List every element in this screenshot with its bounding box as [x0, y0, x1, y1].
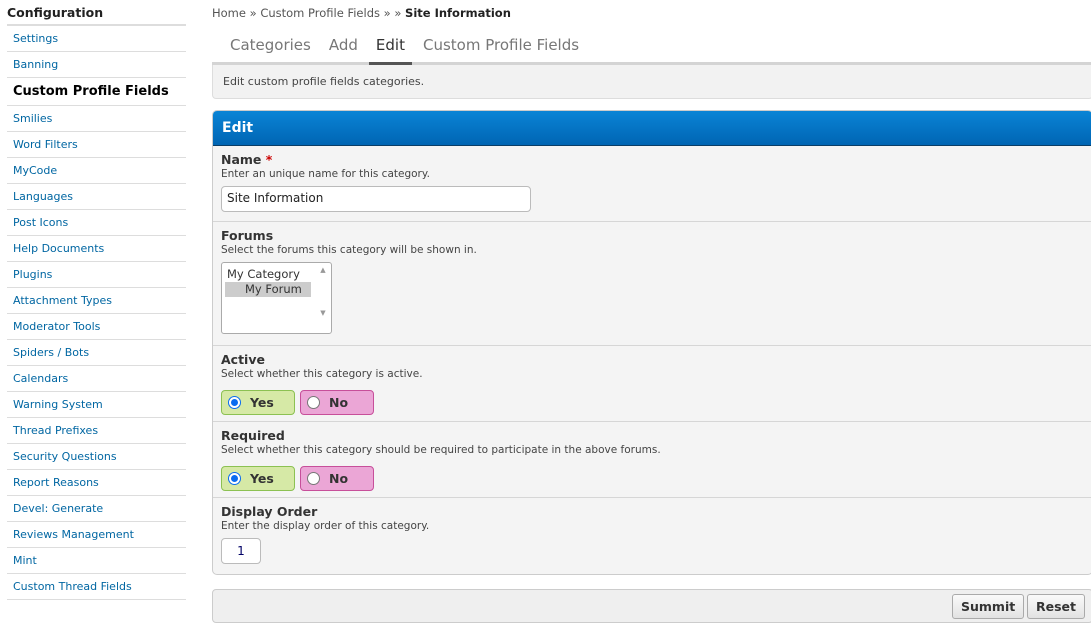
- sidebar-item-calendars[interactable]: Calendars: [7, 366, 186, 392]
- radio-label: Yes: [250, 471, 274, 486]
- button-bar: Summit Reset: [212, 589, 1091, 623]
- sidebar-item-languages[interactable]: Languages: [7, 184, 186, 210]
- forum-option-selected[interactable]: My Forum: [225, 282, 311, 297]
- sidebar-item-attachment-types[interactable]: Attachment Types: [7, 288, 186, 314]
- required-no-radio[interactable]: No: [300, 466, 374, 491]
- sidebar-item-mycode[interactable]: MyCode: [7, 158, 186, 184]
- sidebar-item-post-icons[interactable]: Post Icons: [7, 210, 186, 236]
- sidebar: Configuration Settings Banning Custom Prof…: [7, 0, 186, 600]
- breadcrumb: Home » Custom Profile Fields » » Site In…: [212, 6, 511, 20]
- submit-button[interactable]: Summit: [952, 594, 1025, 619]
- sidebar-item-devel-generate[interactable]: Devel: Generate: [7, 496, 186, 522]
- sidebar-item-reviews-management[interactable]: Reviews Management: [7, 522, 186, 548]
- name-row: Name * Enter an unique name for this cat…: [213, 146, 1091, 222]
- forums-multiselect[interactable]: My Category My Forum ▲ ▼: [221, 262, 332, 334]
- reset-button[interactable]: Reset: [1027, 594, 1085, 619]
- sidebar-item-settings[interactable]: Settings: [7, 26, 186, 52]
- sidebar-item-word-filters[interactable]: Word Filters: [7, 132, 186, 158]
- forum-option[interactable]: My Category: [227, 267, 300, 281]
- required-row: Required Select whether this category sh…: [213, 422, 1091, 498]
- radio-label: No: [329, 395, 349, 410]
- active-label: Active: [221, 352, 265, 367]
- sidebar-item-security-questions[interactable]: Security Questions: [7, 444, 186, 470]
- tab-bar: Categories Add Edit Custom Profile Field…: [212, 33, 1091, 65]
- required-mark: *: [265, 152, 273, 167]
- display-order-label: Display Order: [221, 504, 318, 519]
- radio-label: Yes: [250, 395, 274, 410]
- sidebar-item-smilies[interactable]: Smilies: [7, 106, 186, 132]
- sidebar-item-report-reasons[interactable]: Report Reasons: [7, 470, 186, 496]
- sidebar-item-banning[interactable]: Banning: [7, 52, 186, 78]
- breadcrumb-separator: »: [249, 6, 257, 20]
- panel-title: Edit: [213, 111, 1091, 146]
- sidebar-item-spiders-bots[interactable]: Spiders / Bots: [7, 340, 186, 366]
- active-no-radio[interactable]: No: [300, 390, 374, 415]
- sidebar-item-help-documents[interactable]: Help Documents: [7, 236, 186, 262]
- radio-checked-icon: [228, 396, 241, 409]
- radio-label: No: [329, 471, 349, 486]
- required-label: Required: [221, 428, 285, 443]
- tab-custom-profile-fields[interactable]: Custom Profile Fields: [422, 36, 580, 54]
- tab-description: Edit custom profile fields categories.: [212, 65, 1091, 99]
- sidebar-item-moderator-tools[interactable]: Moderator Tools: [7, 314, 186, 340]
- sidebar-title: Configuration: [7, 0, 186, 26]
- sidebar-item-warning-system[interactable]: Warning System: [7, 392, 186, 418]
- sidebar-item-plugins[interactable]: Plugins: [7, 262, 186, 288]
- breadcrumb-current: Site Information: [405, 6, 511, 20]
- sidebar-item-mint[interactable]: Mint: [7, 548, 186, 574]
- active-yes-radio[interactable]: Yes: [221, 390, 295, 415]
- active-hint: Select whether this category is active.: [221, 368, 423, 380]
- forums-label: Forums: [221, 228, 274, 243]
- tab-add[interactable]: Add: [328, 36, 358, 54]
- scrollbar[interactable]: ▲ ▼: [320, 266, 326, 317]
- name-label: Name: [221, 152, 262, 167]
- sidebar-item-custom-profile-fields[interactable]: Custom Profile Fields: [7, 78, 186, 106]
- display-order-row: Display Order Enter the display order of…: [213, 498, 1091, 574]
- breadcrumb-section[interactable]: Custom Profile Fields: [260, 6, 380, 20]
- radio-unchecked-icon: [307, 396, 320, 409]
- forums-hint: Select the forums this category will be …: [221, 244, 477, 256]
- display-order-input[interactable]: 1: [221, 538, 261, 564]
- breadcrumb-home[interactable]: Home: [212, 6, 246, 20]
- display-order-hint: Enter the display order of this category…: [221, 520, 430, 532]
- breadcrumb-separator: » »: [383, 6, 402, 20]
- radio-checked-icon: [228, 472, 241, 485]
- sidebar-item-custom-thread-fields[interactable]: Custom Thread Fields: [7, 574, 186, 600]
- tab-edit[interactable]: Edit: [368, 33, 412, 65]
- tab-categories[interactable]: Categories: [230, 36, 311, 54]
- name-input[interactable]: Site Information: [221, 186, 531, 212]
- forums-row: Forums Select the forums this category w…: [213, 222, 1091, 346]
- edit-panel: Edit Name * Enter an unique name for thi…: [212, 110, 1091, 575]
- name-hint: Enter an unique name for this category.: [221, 168, 430, 180]
- sidebar-item-thread-prefixes[interactable]: Thread Prefixes: [7, 418, 186, 444]
- radio-unchecked-icon: [307, 472, 320, 485]
- required-hint: Select whether this category should be r…: [221, 444, 661, 456]
- active-row: Active Select whether this category is a…: [213, 346, 1091, 422]
- required-yes-radio[interactable]: Yes: [221, 466, 295, 491]
